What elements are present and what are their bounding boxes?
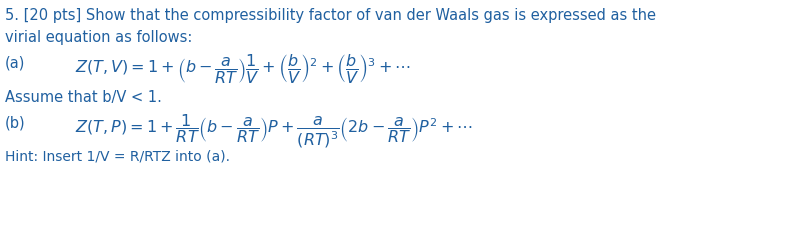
Text: (b): (b): [5, 115, 25, 130]
Text: virial equation as follows:: virial equation as follows:: [5, 30, 193, 45]
Text: (a): (a): [5, 55, 25, 70]
Text: $Z(T,P) = 1 + \dfrac{1}{RT}\left(b - \dfrac{a}{RT}\right)P + \dfrac{a}{(RT)^{3}}: $Z(T,P) = 1 + \dfrac{1}{RT}\left(b - \df…: [75, 112, 473, 150]
Text: Assume that b/V < 1.: Assume that b/V < 1.: [5, 90, 162, 105]
Text: 5. [20 pts] Show that the compressibility factor of van der Waals gas is express: 5. [20 pts] Show that the compressibilit…: [5, 8, 656, 23]
Text: Hint: Insert 1/V = R/RTZ into (a).: Hint: Insert 1/V = R/RTZ into (a).: [5, 150, 230, 164]
Text: $Z(T,V) = 1 + \left(b - \dfrac{a}{RT}\right)\dfrac{1}{V} + \left(\dfrac{b}{V}\ri: $Z(T,V) = 1 + \left(b - \dfrac{a}{RT}\ri…: [75, 52, 411, 85]
